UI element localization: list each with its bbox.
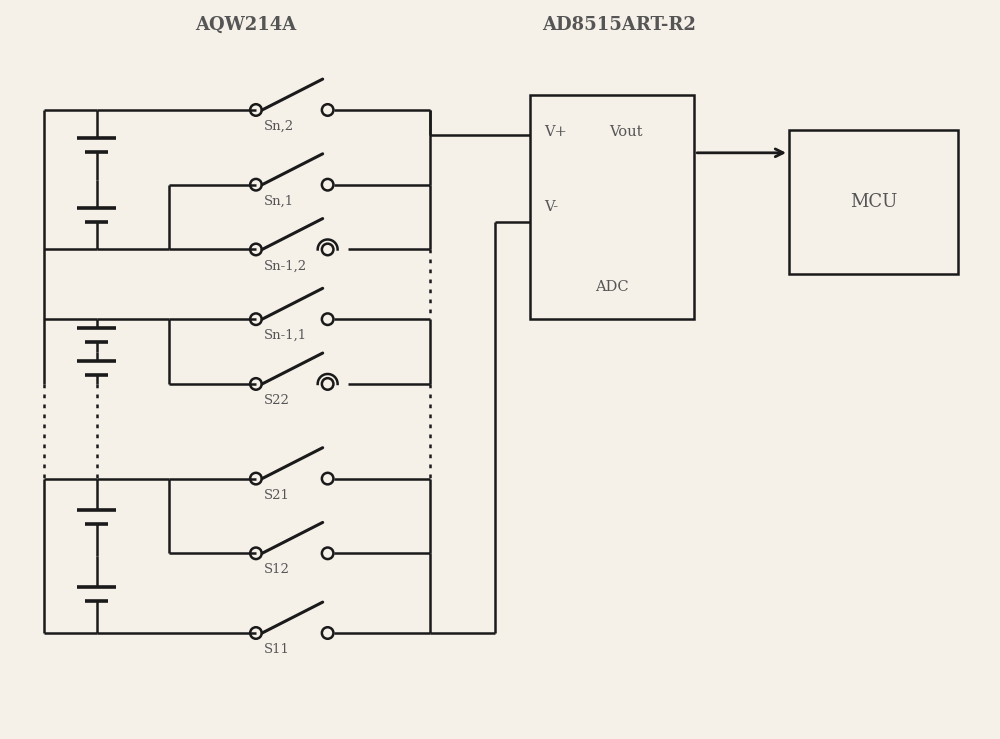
Text: S11: S11 <box>264 643 290 656</box>
Text: MCU: MCU <box>850 193 897 211</box>
Text: Vout: Vout <box>610 125 643 139</box>
Text: V+: V+ <box>544 125 567 139</box>
Text: Sn-1,1: Sn-1,1 <box>264 329 307 342</box>
Text: S21: S21 <box>264 488 290 502</box>
Text: ADC: ADC <box>595 280 629 294</box>
Text: Sn,2: Sn,2 <box>264 120 294 133</box>
Text: S22: S22 <box>264 394 290 407</box>
Text: Sn,1: Sn,1 <box>264 194 294 208</box>
Text: AQW214A: AQW214A <box>195 16 297 34</box>
Text: Sn-1,2: Sn-1,2 <box>264 259 307 273</box>
Text: S12: S12 <box>264 563 290 576</box>
Text: V-: V- <box>544 200 558 214</box>
Text: AD8515ART-R2: AD8515ART-R2 <box>543 16 696 34</box>
